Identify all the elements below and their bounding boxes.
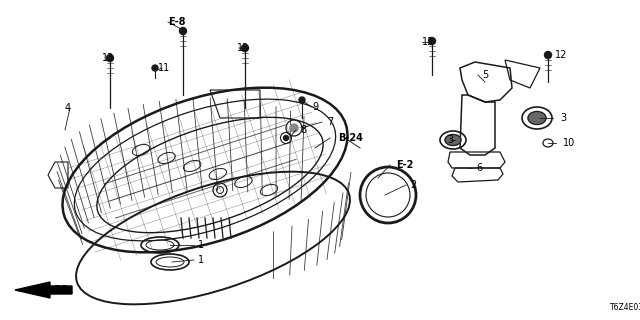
Text: B-24: B-24 xyxy=(338,133,363,143)
Circle shape xyxy=(241,44,248,52)
Text: 4: 4 xyxy=(65,103,71,113)
Text: E-8: E-8 xyxy=(168,17,186,27)
Text: 12: 12 xyxy=(555,50,568,60)
Text: 3: 3 xyxy=(560,113,566,123)
Circle shape xyxy=(545,52,552,59)
Text: E-2: E-2 xyxy=(396,160,413,170)
Text: FR.: FR. xyxy=(54,285,74,295)
Polygon shape xyxy=(15,282,72,298)
Text: 12: 12 xyxy=(422,37,435,47)
Text: 1: 1 xyxy=(198,255,204,265)
Text: 13: 13 xyxy=(237,43,249,53)
Text: 2: 2 xyxy=(410,180,416,190)
Text: T6Z4E0300: T6Z4E0300 xyxy=(610,303,640,313)
Circle shape xyxy=(106,54,113,61)
Text: 6: 6 xyxy=(476,163,482,173)
Circle shape xyxy=(152,65,158,71)
Text: 9: 9 xyxy=(312,102,318,112)
Text: 11: 11 xyxy=(158,63,170,73)
Text: 7: 7 xyxy=(327,117,333,127)
Text: 5: 5 xyxy=(482,70,488,80)
Circle shape xyxy=(290,124,298,132)
Circle shape xyxy=(284,135,289,140)
Text: 3: 3 xyxy=(447,135,453,145)
Ellipse shape xyxy=(528,111,546,124)
Text: 13: 13 xyxy=(102,53,115,63)
Ellipse shape xyxy=(445,134,461,146)
Text: 10: 10 xyxy=(563,138,575,148)
Circle shape xyxy=(299,97,305,103)
Circle shape xyxy=(179,28,186,35)
Text: 1: 1 xyxy=(198,240,204,250)
Circle shape xyxy=(429,37,435,44)
Text: 8: 8 xyxy=(300,125,306,135)
